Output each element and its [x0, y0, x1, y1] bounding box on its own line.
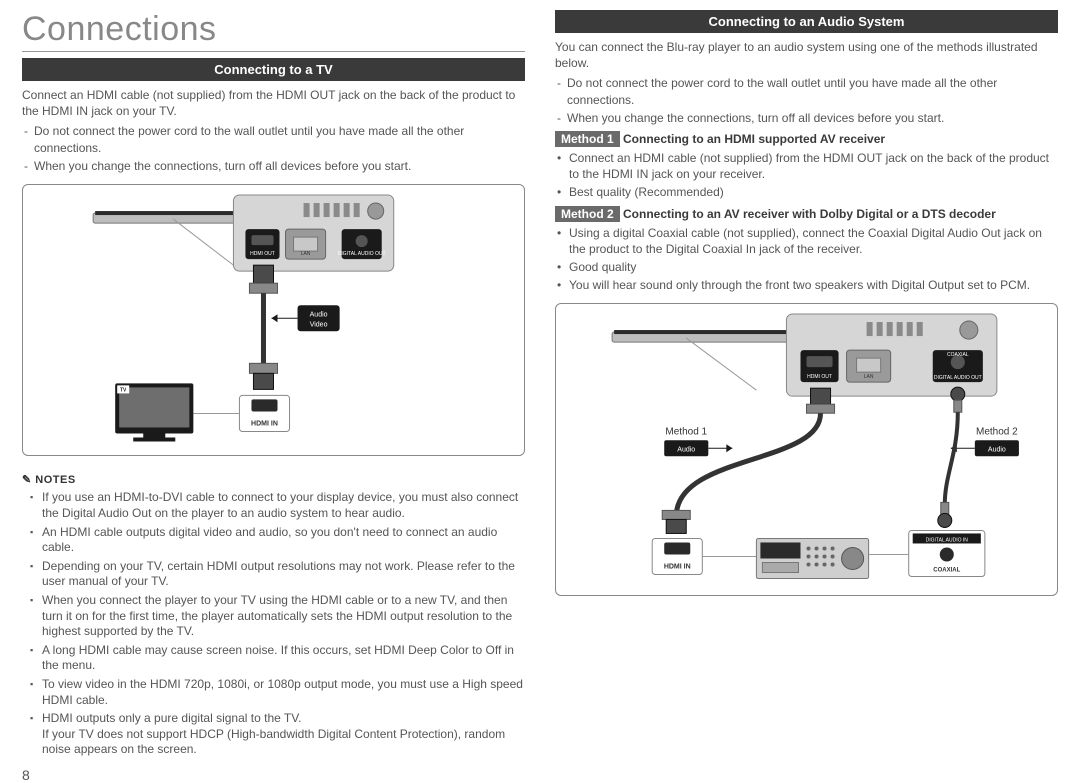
- svg-text:HDMI IN: HDMI IN: [251, 420, 278, 427]
- method2-badge: Method 2: [555, 206, 620, 222]
- list-item: Connect an HDMI cable (not supplied) fro…: [555, 150, 1058, 182]
- list-item: HDMI outputs only a pure digital signal …: [22, 711, 525, 758]
- list-item: A long HDMI cable may cause screen noise…: [22, 643, 525, 674]
- left-column: Connections Connecting to a TV Connect a…: [22, 10, 525, 761]
- tv-dash-list: Do not connect the power cord to the wal…: [22, 123, 525, 174]
- audio-intro: You can connect the Blu-ray player to an…: [555, 39, 1058, 71]
- list-item: You will hear sound only through the fro…: [555, 277, 1058, 293]
- audio-dash-list: Do not connect the power cord to the wal…: [555, 75, 1058, 126]
- list-item: When you change the connections, turn of…: [555, 110, 1058, 126]
- svg-text:TV: TV: [120, 387, 127, 393]
- svg-text:Audio: Audio: [677, 447, 695, 454]
- svg-text:Method 2: Method 2: [976, 427, 1018, 438]
- svg-text:COAXIAL: COAXIAL: [947, 352, 969, 358]
- tv-intro: Connect an HDMI cable (not supplied) fro…: [22, 87, 525, 119]
- list-item: Do not connect the power cord to the wal…: [22, 123, 525, 155]
- svg-text:DIGITAL AUDIO OUT: DIGITAL AUDIO OUT: [338, 251, 386, 257]
- svg-text:LAN: LAN: [864, 374, 874, 380]
- audio-connection-diagram: HDMI OUT LAN COAXIAL DIGITAL AUDIO OUT M…: [555, 303, 1058, 596]
- page-number: 8: [22, 767, 1080, 783]
- list-item: When you change the connections, turn of…: [22, 158, 525, 174]
- svg-text:COAXIAL: COAXIAL: [933, 568, 960, 574]
- list-item: When you connect the player to your TV u…: [22, 593, 525, 640]
- list-item: Depending on your TV, certain HDMI outpu…: [22, 559, 525, 590]
- method1-bullets: Connect an HDMI cable (not supplied) fro…: [555, 150, 1058, 201]
- method1-badge: Method 1: [555, 131, 620, 147]
- svg-text:HDMI IN: HDMI IN: [664, 564, 691, 571]
- svg-text:Method 1: Method 1: [665, 427, 707, 438]
- svg-text:HDMI OUT: HDMI OUT: [250, 251, 275, 257]
- method1-title: Connecting to an HDMI supported AV recei…: [623, 132, 885, 146]
- svg-text:Video: Video: [310, 321, 328, 328]
- method1-heading: Method 1 Connecting to an HDMI supported…: [555, 132, 1058, 146]
- right-column: Connecting to an Audio System You can co…: [555, 10, 1058, 761]
- list-item: Best quality (Recommended): [555, 184, 1058, 200]
- page-title: Connections: [22, 10, 525, 52]
- list-item: Using a digital Coaxial cable (not suppl…: [555, 225, 1058, 257]
- svg-text:DIGITAL AUDIO OUT: DIGITAL AUDIO OUT: [934, 375, 982, 381]
- method2-heading: Method 2 Connecting to an AV receiver wi…: [555, 207, 1058, 221]
- svg-text:LAN: LAN: [301, 251, 311, 257]
- svg-text:DIGITAL AUDIO IN: DIGITAL AUDIO IN: [926, 538, 969, 544]
- list-item: An HDMI cable outputs digital video and …: [22, 525, 525, 556]
- section-heading-tv: Connecting to a TV: [22, 58, 525, 81]
- method2-bullets: Using a digital Coaxial cable (not suppl…: [555, 225, 1058, 294]
- svg-text:HDMI OUT: HDMI OUT: [807, 374, 832, 380]
- notes-heading: NOTES: [22, 473, 525, 486]
- section-heading-audio: Connecting to an Audio System: [555, 10, 1058, 33]
- list-item: Good quality: [555, 259, 1058, 275]
- svg-text:Audio: Audio: [988, 447, 1006, 454]
- list-item: To view video in the HDMI 720p, 1080i, o…: [22, 677, 525, 708]
- notes-list: If you use an HDMI-to-DVI cable to conne…: [22, 490, 525, 758]
- list-item: If you use an HDMI-to-DVI cable to conne…: [22, 490, 525, 521]
- list-item: Do not connect the power cord to the wal…: [555, 75, 1058, 107]
- tv-connection-diagram: HDMI OUT LAN DIGITAL AUDIO OUT Audio Vid…: [22, 184, 525, 457]
- method2-title: Connecting to an AV receiver with Dolby …: [623, 207, 996, 221]
- svg-text:Audio: Audio: [310, 311, 328, 318]
